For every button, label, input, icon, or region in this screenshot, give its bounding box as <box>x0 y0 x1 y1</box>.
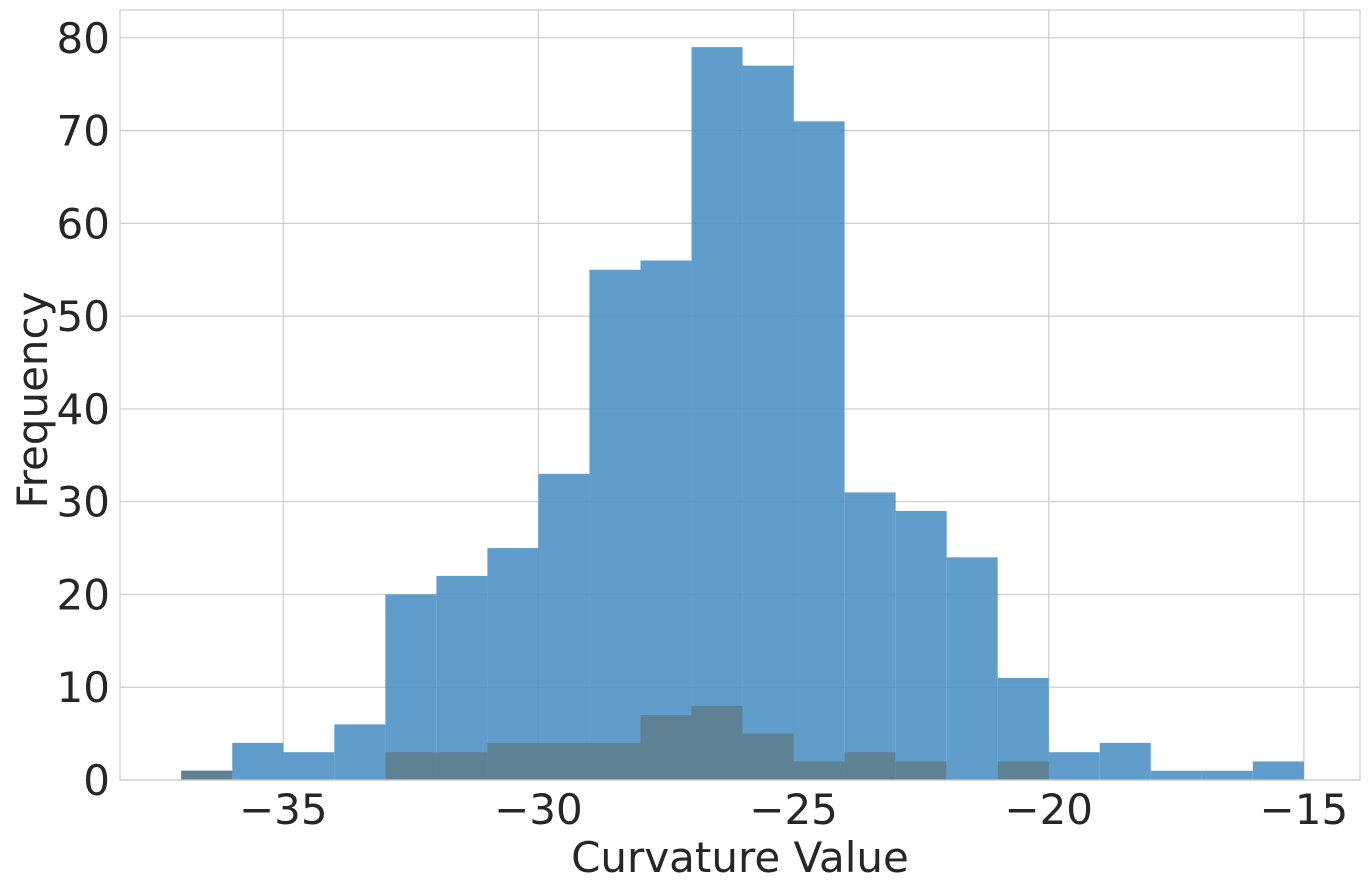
y-tick-label: 10 <box>57 663 110 712</box>
histogram-bar-series-2 <box>538 742 590 780</box>
histogram-bar-series-1 <box>895 510 947 780</box>
histogram-bar-series-2 <box>844 752 896 780</box>
y-axis-ticks: 0 10 20 30 40 50 60 70 80 <box>57 14 110 805</box>
y-tick-label: 50 <box>57 292 110 341</box>
histogram-bar-series-1 <box>232 742 284 780</box>
histogram-bar-series-1 <box>487 548 539 780</box>
histogram-bar-series-1 <box>385 594 437 780</box>
y-tick-label: 80 <box>57 14 110 63</box>
histogram-bar-series-2 <box>589 742 641 780</box>
histogram-bar-series-2 <box>385 752 437 780</box>
y-tick-label: 0 <box>83 756 110 805</box>
histogram-bar-series-2 <box>742 733 794 780</box>
x-axis-ticks: −35 −30 −25 −20 −15 <box>239 785 1348 834</box>
histogram-bar-series-2 <box>793 761 845 780</box>
x-tick-label: −15 <box>1260 785 1349 834</box>
histogram-bar-series-1 <box>283 752 335 780</box>
histogram-bar-series-1 <box>436 575 488 780</box>
y-tick-label: 60 <box>57 199 110 248</box>
histogram-bar-series-1 <box>1048 752 1100 780</box>
histogram-bar-series-2 <box>487 742 539 780</box>
histogram-bar-series-2 <box>436 752 488 780</box>
bars <box>181 47 1304 780</box>
plot-frame <box>119 9 1361 781</box>
histogram-bar-series-1 <box>946 557 998 780</box>
histogram-bar-series-2 <box>181 770 233 780</box>
histogram-bar-series-2 <box>895 761 947 780</box>
x-tick-label: −20 <box>1004 785 1093 834</box>
histogram-bar-series-1 <box>640 260 692 780</box>
histogram-bar-series-2 <box>691 705 743 780</box>
histogram-bar-series-1 <box>793 121 845 780</box>
histogram-bar-series-2 <box>640 715 692 780</box>
y-tick-label: 30 <box>57 478 110 527</box>
histogram-bar-series-1 <box>691 47 743 780</box>
histogram-bar-series-1 <box>538 473 590 780</box>
histogram-bar-series-1 <box>1099 742 1151 780</box>
histogram-bar-series-1 <box>334 724 386 780</box>
histogram-bar-series-1 <box>844 492 896 780</box>
x-axis-label: Curvature Value <box>571 833 909 882</box>
histogram-bar-series-1 <box>589 269 641 780</box>
x-tick-label: −30 <box>494 785 583 834</box>
y-tick-label: 40 <box>57 385 110 434</box>
x-tick-label: −35 <box>239 785 328 834</box>
x-tick-label: −25 <box>749 785 838 834</box>
y-tick-label: 20 <box>57 570 110 619</box>
histogram-bar-series-1 <box>1252 761 1304 780</box>
histogram-bar-series-1 <box>1150 770 1202 780</box>
histogram-bar-series-2 <box>997 761 1049 780</box>
y-tick-label: 70 <box>57 107 110 156</box>
histogram-bar-series-1 <box>1201 770 1253 780</box>
y-axis-label: Frequency <box>8 292 57 509</box>
histogram-bar-series-1 <box>742 65 794 780</box>
